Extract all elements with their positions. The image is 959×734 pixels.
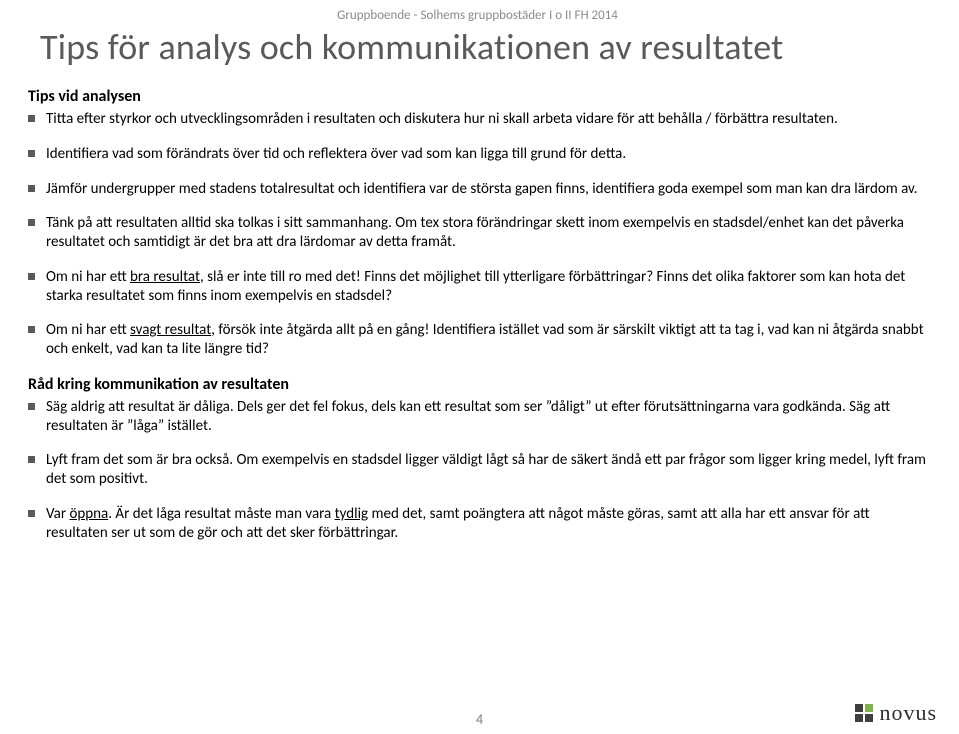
logo-text: novus [879,700,937,726]
list-item: Titta efter styrkor och utvecklingsområd… [28,110,927,129]
logo-icon [855,704,873,722]
list-item: Tänk på att resultaten alltid ska tolkas… [28,214,927,252]
list-item: Om ni har ett svagt resultat, försök int… [28,321,927,359]
list-item: Identifiera vad som förändrats över tid … [28,145,927,164]
text-fragment: Om ni har ett [46,268,130,286]
underline-text: svagt resultat [130,321,211,339]
header-subtitle: Gruppboende - Solhems gruppbostäder I o … [28,8,927,23]
page-number: 4 [0,711,959,728]
logo: novus [855,700,937,726]
section1-list: Titta efter styrkor och utvecklingsområd… [28,110,927,359]
underline-text: tydlig [335,505,368,523]
underline-text: bra resultat [130,268,200,286]
text-fragment: Var [46,505,69,523]
list-item: Om ni har ett bra resultat, slå er inte … [28,268,927,306]
list-item: Säg aldrig att resultat är dåliga. Dels … [28,398,927,436]
text-fragment: Om ni har ett [46,321,130,339]
section2-list: Säg aldrig att resultat är dåliga. Dels … [28,398,927,543]
list-item: Lyft fram det som är bra också. Om exemp… [28,451,927,489]
section2-heading: Råd kring kommunikation av resultaten [28,375,927,394]
underline-text: öppna [69,505,108,523]
section1-heading: Tips vid analysen [28,87,927,106]
list-item: Var öppna. Är det låga resultat måste ma… [28,505,927,543]
list-item: Jämför undergrupper med stadens totalres… [28,180,927,199]
text-fragment: . Är det låga resultat måste man vara [108,505,334,523]
page-title: Tips för analys och kommunikationen av r… [40,25,927,69]
